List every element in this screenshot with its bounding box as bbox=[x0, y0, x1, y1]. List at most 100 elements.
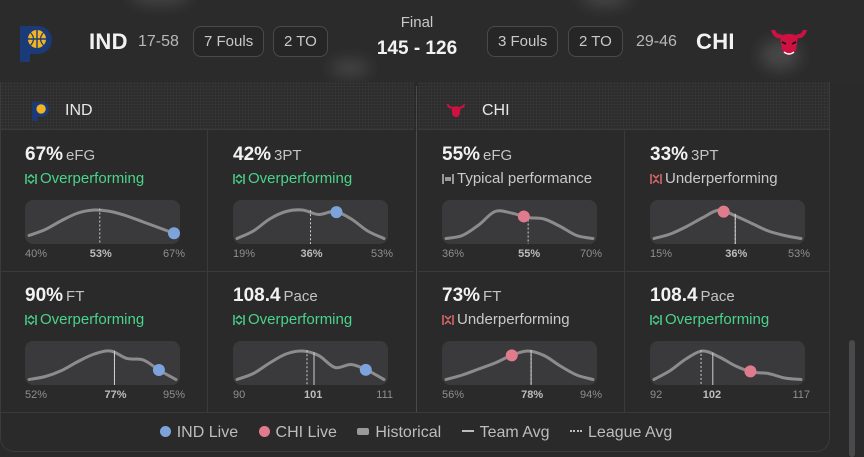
performance-indicator: Underperforming bbox=[650, 170, 778, 187]
performance-label: Overperforming bbox=[248, 311, 353, 328]
stat-card-pace[interactable]: 108.4 Pace Overperforming 90 101 111 bbox=[209, 271, 412, 412]
cell-divider bbox=[1, 271, 414, 272]
live-value-marker[interactable] bbox=[359, 363, 372, 376]
chart-axis-labels: 15% 36% 53% bbox=[650, 248, 810, 262]
dot-icon bbox=[159, 426, 171, 437]
performance-indicator: Overperforming bbox=[233, 311, 352, 328]
axis-min-label: 36% bbox=[442, 248, 465, 260]
historical-curve bbox=[444, 349, 595, 381]
team-panel-header: IND bbox=[1, 82, 414, 130]
team-panel-chi: CHI 55% eFG Typical performance 36% 55% 70% 33… bbox=[418, 82, 829, 412]
stat-card-ft[interactable]: 90% FT Overperforming 52% 77% 95% bbox=[1, 271, 204, 412]
bar-icon bbox=[357, 428, 370, 435]
stat-card-3pt[interactable]: 33% 3PT Underperforming 15% 36% 53% bbox=[626, 130, 829, 271]
away-turnovers-badge: 2 TO bbox=[568, 26, 623, 57]
performance-label: Underperforming bbox=[457, 311, 570, 328]
performance-indicator: Typical performance bbox=[442, 170, 592, 187]
live-value-marker[interactable] bbox=[152, 364, 165, 377]
distribution-svg bbox=[652, 205, 803, 244]
legend-label: Team Avg bbox=[479, 424, 550, 441]
scoreboard-header: IND 17-58 7 Fouls 2 TO Final 145 - 126 3… bbox=[0, 0, 864, 82]
historical-curve bbox=[235, 349, 386, 381]
axis-min-label: 19% bbox=[233, 248, 256, 260]
team-panel-title: IND bbox=[65, 102, 93, 119]
distribution-chart bbox=[650, 200, 805, 244]
live-value-marker[interactable] bbox=[517, 210, 530, 223]
live-value-marker[interactable] bbox=[717, 205, 730, 218]
axis-min-label: 15% bbox=[650, 248, 673, 260]
axis-mid-label: 36% bbox=[725, 248, 748, 260]
live-value-marker[interactable] bbox=[168, 227, 180, 240]
legend-label: IND Live bbox=[176, 424, 239, 441]
stat-value: 55% eFG bbox=[442, 144, 512, 166]
performance-label: Typical performance bbox=[457, 170, 593, 187]
bulls-logo-icon bbox=[446, 104, 466, 118]
live-value-marker[interactable] bbox=[330, 206, 343, 219]
distribution-chart bbox=[650, 341, 805, 385]
stat-name: FT bbox=[483, 288, 502, 305]
stat-card-efg[interactable]: 67% eFG Overperforming 40% 53% 67% bbox=[1, 130, 204, 271]
axis-mid-label: 53% bbox=[89, 248, 112, 260]
arrows-expand-icon bbox=[233, 173, 245, 185]
stat-name: 3PT bbox=[691, 147, 719, 164]
chart-axis-labels: 90 101 111 bbox=[233, 389, 393, 403]
background-blur bbox=[330, 60, 370, 76]
axis-max-label: 111 bbox=[376, 389, 393, 401]
performance-indicator: Overperforming bbox=[25, 170, 144, 187]
distribution-svg bbox=[235, 349, 386, 385]
legend-label: Historical bbox=[375, 424, 442, 441]
stat-name: 3PT bbox=[274, 147, 302, 164]
home-turnovers-badge: 2 TO bbox=[273, 26, 328, 57]
scrollbar[interactable] bbox=[849, 340, 855, 457]
away-team-abbr: CHI bbox=[696, 29, 735, 54]
team-panel-title: CHI bbox=[482, 102, 510, 119]
stat-card-3pt[interactable]: 42% 3PT Overperforming 19% 36% 53% bbox=[209, 130, 412, 271]
distribution-chart bbox=[442, 341, 597, 385]
legend-historical: Historical bbox=[357, 413, 442, 451]
stat-number: 33% bbox=[650, 144, 689, 165]
performance-label: Overperforming bbox=[248, 170, 353, 187]
stat-value: 67% eFG bbox=[25, 144, 95, 166]
stat-value: 108.4 Pace bbox=[233, 285, 318, 307]
panel-divider bbox=[416, 86, 417, 412]
axis-max-label: 53% bbox=[787, 248, 810, 260]
historical-curve bbox=[235, 208, 386, 240]
distribution-svg bbox=[235, 206, 386, 244]
axis-mid-label: 102 bbox=[702, 389, 722, 401]
live-value-marker[interactable] bbox=[744, 365, 757, 378]
legend-divider bbox=[1, 412, 829, 413]
stat-number: 108.4 bbox=[233, 285, 281, 306]
legend-label: CHI Live bbox=[275, 424, 337, 441]
stat-value: 90% FT bbox=[25, 285, 84, 307]
axis-min-label: 90 bbox=[233, 389, 246, 401]
stat-card-pace[interactable]: 108.4 Pace Overperforming 92 102 117 bbox=[626, 271, 829, 412]
team-panel-ind: IND 67% eFG Overperforming 40% 53% 67% 42% 3PT O… bbox=[1, 82, 414, 412]
arrows-expand-icon bbox=[650, 314, 662, 326]
chart-legend: IND Live CHI Live Historical Team Avg Le… bbox=[1, 413, 829, 451]
axis-mid-label: 36% bbox=[300, 248, 323, 260]
away-fouls-badge: 3 Fouls bbox=[487, 26, 559, 57]
home-team-abbr: IND bbox=[89, 29, 128, 54]
arrows-collapse-icon bbox=[650, 174, 662, 184]
legend-ind-live: IND Live bbox=[159, 413, 239, 451]
axis-mid-label: 101 bbox=[304, 389, 323, 401]
axis-mid-label: 78% bbox=[521, 389, 544, 401]
axis-min-label: 52% bbox=[25, 389, 48, 401]
chart-axis-labels: 40% 53% 67% bbox=[25, 248, 185, 262]
legend-label: League Avg bbox=[588, 424, 673, 441]
stat-number: 90% bbox=[25, 285, 64, 306]
stat-card-ft[interactable]: 73% FT Underperforming 56% 78% 94% bbox=[418, 271, 621, 412]
distribution-chart bbox=[233, 200, 388, 244]
performance-indicator: Overperforming bbox=[650, 311, 769, 328]
bracket-equal-icon bbox=[442, 174, 454, 184]
axis-max-label: 67% bbox=[162, 248, 185, 260]
stat-name: Pace bbox=[283, 288, 318, 305]
axis-mid-label: 77% bbox=[104, 389, 127, 401]
distribution-chart bbox=[25, 341, 180, 385]
stat-value: 73% FT bbox=[442, 285, 501, 307]
live-value-marker[interactable] bbox=[505, 349, 518, 362]
stat-card-efg[interactable]: 55% eFG Typical performance 36% 55% 70% bbox=[418, 130, 621, 271]
performance-label: Underperforming bbox=[665, 170, 778, 187]
chart-axis-labels: 36% 55% 70% bbox=[442, 248, 602, 262]
axis-max-label: 94% bbox=[579, 389, 602, 401]
